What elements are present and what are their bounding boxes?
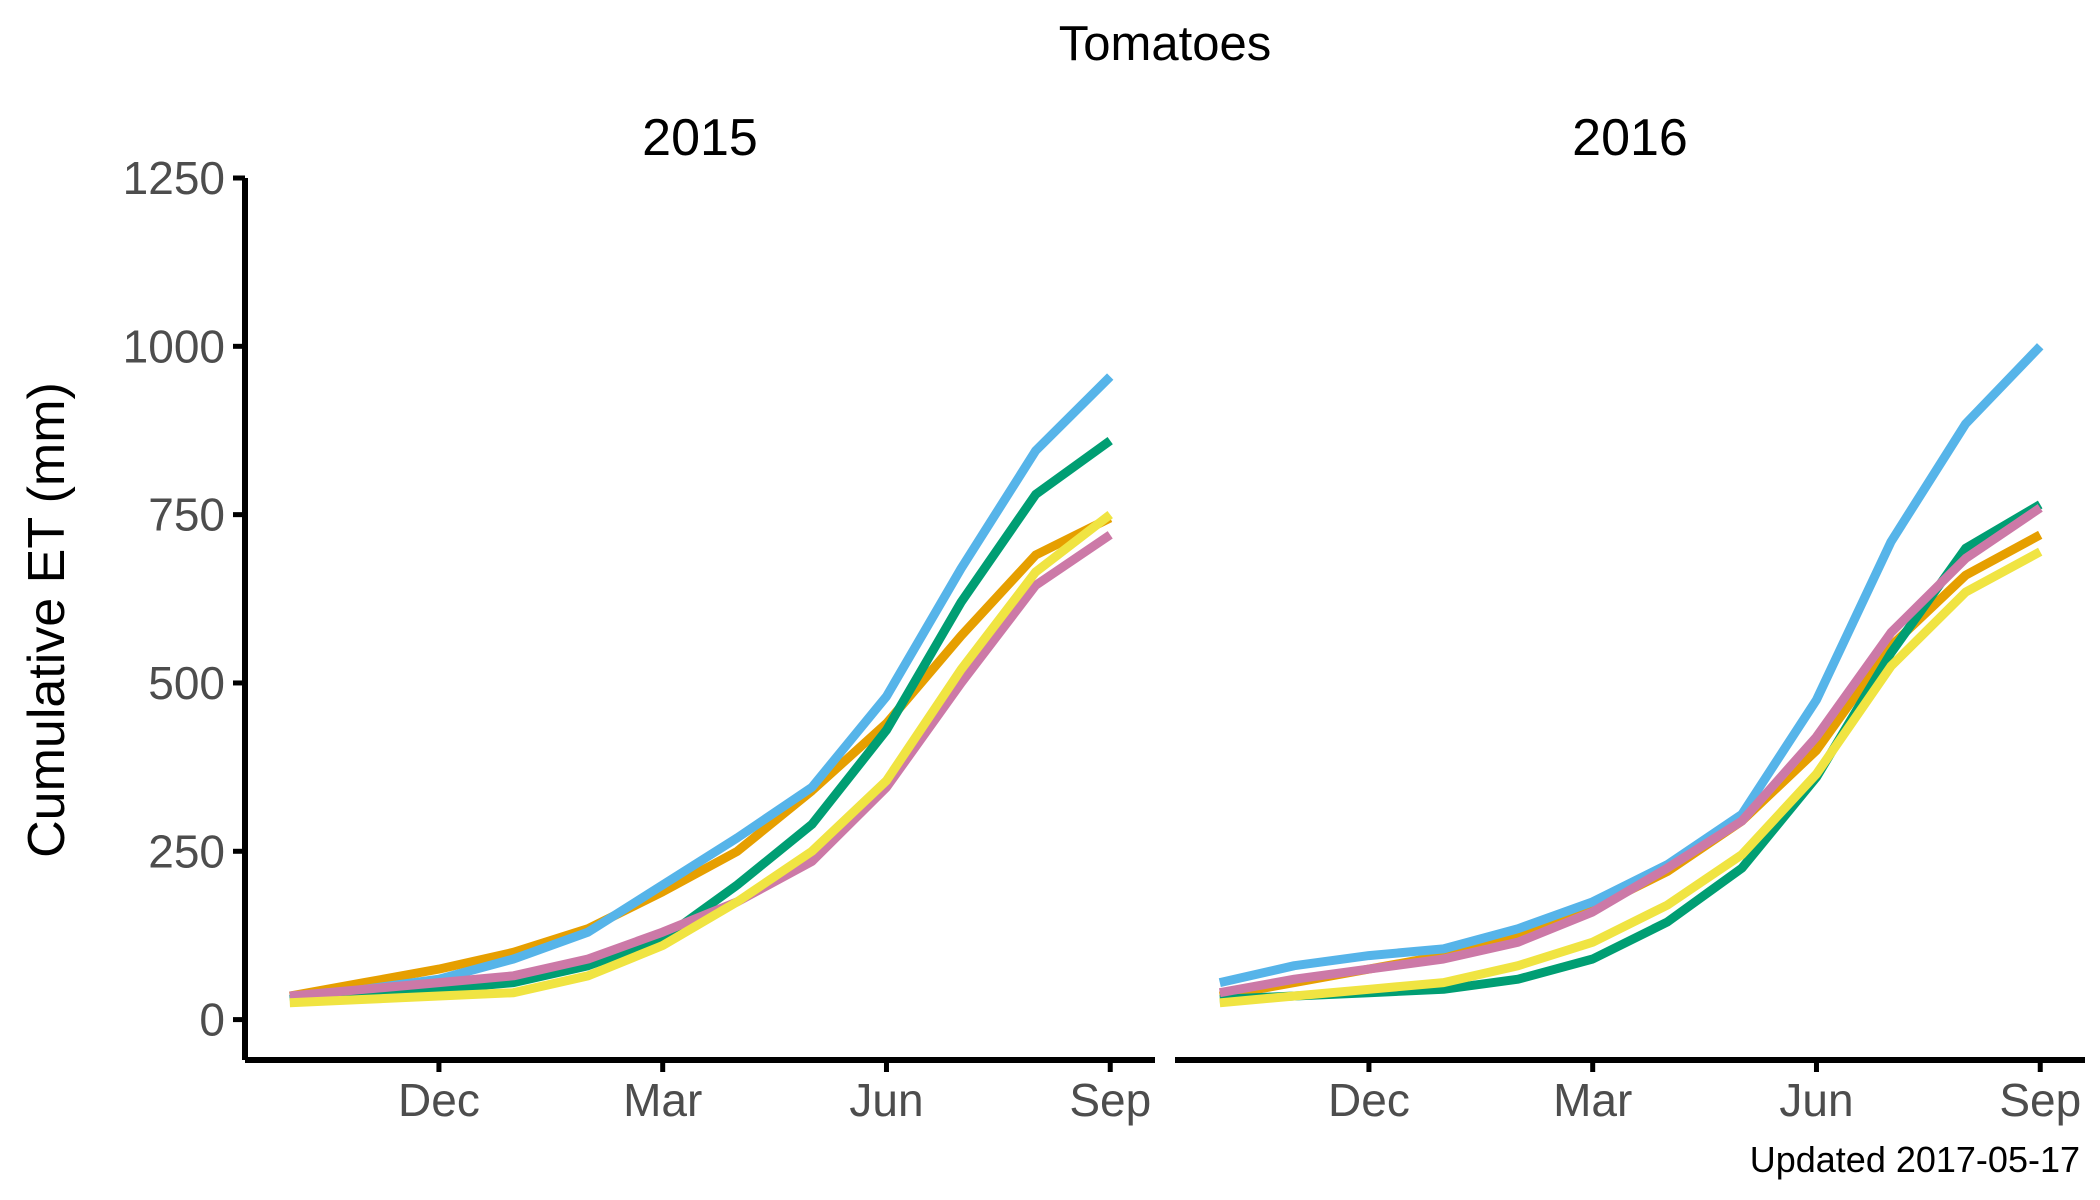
series-line <box>289 373 1114 1004</box>
y-tick-label: 0 <box>199 994 225 1046</box>
y-tick-label: 1000 <box>123 320 225 372</box>
x-tick-label: Mar <box>623 1074 702 1126</box>
y-axis-label: Cumulative ET (mm) <box>18 382 76 858</box>
x-tick-label: Jun <box>849 1074 923 1126</box>
x-tick-label: Dec <box>1328 1074 1410 1126</box>
series-line <box>289 436 1113 1004</box>
x-tick-label: Dec <box>398 1074 480 1126</box>
panel-title: 2016 <box>1572 109 1688 167</box>
series-line <box>289 531 1113 1001</box>
x-tick-label: Jun <box>1779 1074 1853 1126</box>
panel-title: 2015 <box>642 109 758 167</box>
series-line <box>289 513 1113 1001</box>
series-line <box>1218 504 2043 998</box>
y-tick-label: 250 <box>148 825 225 877</box>
series-line <box>289 511 1113 1008</box>
caption: Updated 2017-05-17 <box>1750 1139 2080 1180</box>
y-tick-label: 1250 <box>123 152 225 204</box>
y-tick-label: 500 <box>148 657 225 709</box>
x-tick-label: Sep <box>1069 1074 1151 1126</box>
chart-title: Tomatoes <box>1059 17 1271 71</box>
y-tick-label: 750 <box>148 489 225 541</box>
series-line <box>1218 343 2044 987</box>
series-line <box>1219 547 2043 1008</box>
x-tick-label: Mar <box>1553 1074 1632 1126</box>
x-tick-label: Sep <box>1999 1074 2081 1126</box>
